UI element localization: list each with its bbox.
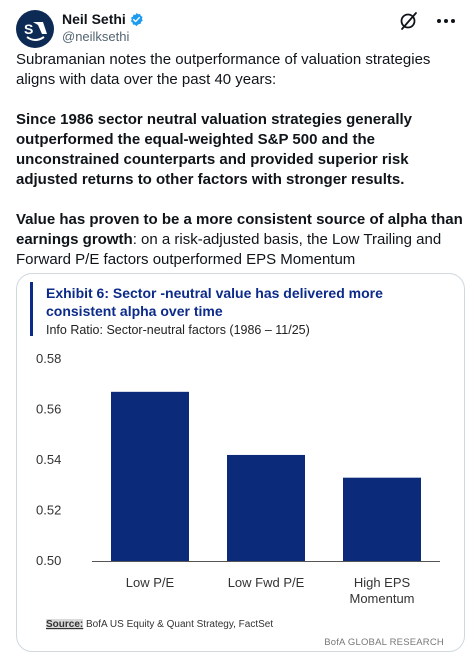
grok-icon[interactable] bbox=[398, 10, 420, 32]
verified-badge-icon bbox=[130, 12, 143, 27]
author-name-text[interactable]: Neil Sethi bbox=[62, 11, 126, 27]
y-tick-label: 0.52 bbox=[36, 503, 61, 518]
exhibit-title: Exhibit 6: Sector -neutral value has del… bbox=[46, 285, 383, 319]
bar-chart: 0.50 0.52 0.54 0.56 0.58 Low P/E Low Fwd P/E Hi… bbox=[36, 351, 440, 606]
tweet-paragraph-2-rest: : on a risk-adjusted basis, the Low Trai… bbox=[16, 231, 442, 268]
more-icon[interactable] bbox=[433, 10, 459, 32]
source-label: Source: bbox=[46, 619, 84, 630]
x-tick-label: Momentum bbox=[349, 591, 414, 606]
x-tick-label: High EPS bbox=[354, 575, 411, 590]
exhibit-source: Source: BofA US Equity & Quant Strategy,… bbox=[46, 619, 273, 630]
author-handle[interactable]: @neilksethi bbox=[62, 29, 130, 44]
author-name[interactable]: Neil Sethi bbox=[62, 11, 144, 27]
tweet-paragraph-2-bold: Value has proven to be a more consistent… bbox=[16, 211, 463, 248]
tweet-paragraph-1: Since 1986 sector neutral valuation stra… bbox=[16, 111, 413, 188]
tweet-intro: Subramanian notes the outperformance of … bbox=[16, 51, 431, 88]
y-tick-label: 0.54 bbox=[36, 452, 61, 467]
tweet-paragraph-2: Value has proven to be a more consistent… bbox=[16, 210, 464, 270]
exhibit-chart-figure: Exhibit 6: Sector -neutral value has del… bbox=[30, 282, 454, 648]
source-text: BofA US Equity & Quant Strategy, FactSet bbox=[83, 619, 274, 630]
y-tick-label: 0.56 bbox=[36, 402, 61, 417]
bar bbox=[111, 391, 189, 561]
y-tick-label: 0.50 bbox=[36, 553, 61, 568]
tweet-media-image[interactable]: Exhibit 6: Sector -neutral value has del… bbox=[16, 273, 465, 652]
exhibit-subtitle: Info Ratio: Sector-neutral factors (1986… bbox=[46, 323, 310, 337]
exhibit-accent-bar bbox=[30, 282, 33, 336]
y-tick-label: 0.58 bbox=[36, 351, 61, 366]
bar bbox=[227, 454, 305, 561]
tweet-text: Subramanian notes the outperformance of … bbox=[16, 50, 464, 270]
sa-logo-avatar[interactable]: S bbox=[16, 10, 54, 48]
x-tick-label: Low Fwd P/E bbox=[228, 575, 305, 590]
x-tick-label: Low P/E bbox=[126, 575, 175, 590]
bofa-brand-label: BofA GLOBAL RESEARCH bbox=[324, 637, 444, 648]
svg-text:S: S bbox=[24, 21, 33, 37]
bar bbox=[343, 477, 421, 561]
